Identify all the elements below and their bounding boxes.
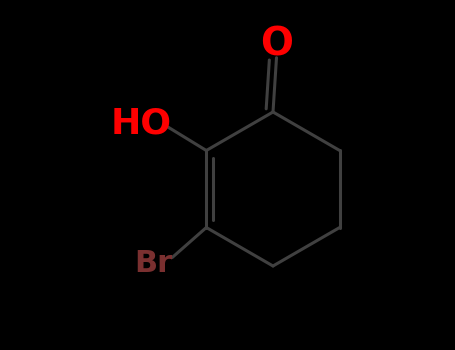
Text: Br: Br bbox=[134, 249, 172, 278]
Text: HO: HO bbox=[111, 106, 172, 140]
Text: O: O bbox=[260, 26, 293, 63]
